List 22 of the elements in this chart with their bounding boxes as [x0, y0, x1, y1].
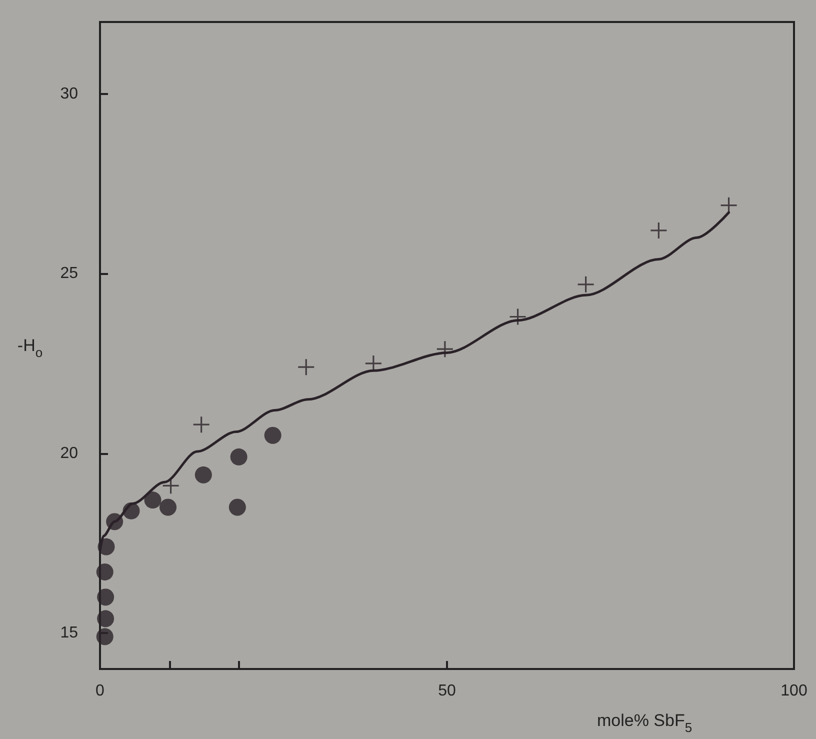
point [96, 563, 114, 580]
point [228, 498, 246, 516]
y-tick-label: 15 [60, 624, 78, 642]
point [194, 466, 212, 484]
point [365, 355, 382, 372]
y-tick-label: 20 [60, 444, 78, 462]
point [264, 426, 282, 444]
point [144, 492, 162, 509]
y-tick-label: 30 [60, 85, 78, 102]
point [578, 276, 594, 292]
x-tick-label: 0 [96, 682, 105, 700]
x-tick-label: 100 [780, 682, 808, 700]
point [193, 416, 210, 433]
point [97, 588, 114, 606]
x-tick-label: 50 [438, 682, 456, 700]
point [97, 610, 114, 628]
point [650, 222, 667, 238]
point [230, 448, 248, 466]
point [160, 498, 177, 516]
y-tick-label: 25 [60, 265, 78, 282]
point [298, 359, 314, 376]
point [96, 628, 114, 646]
